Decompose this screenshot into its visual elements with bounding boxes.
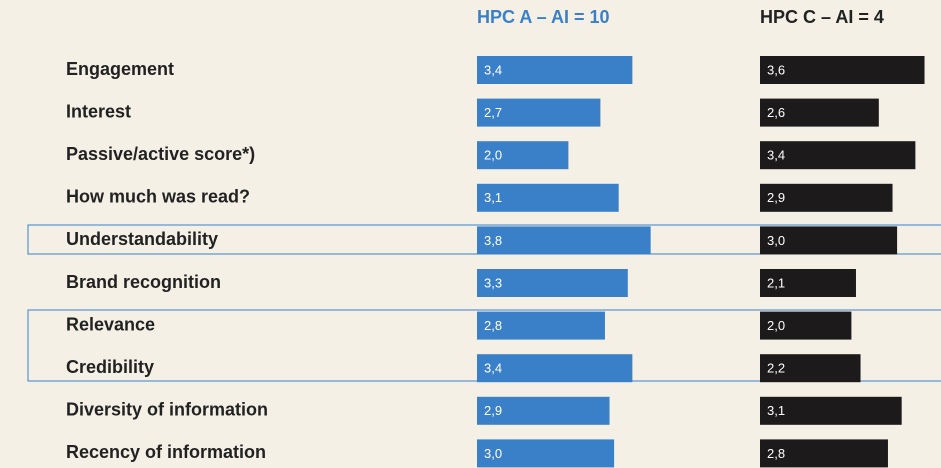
bar — [477, 439, 615, 468]
category-label: How much was read? — [66, 187, 250, 207]
bar — [760, 141, 916, 170]
bar — [760, 396, 902, 425]
value-label: 2,9 — [484, 403, 502, 418]
bar — [760, 56, 925, 84]
value-label: 3,4 — [484, 361, 502, 376]
bar — [760, 439, 888, 468]
value-label: 2,6 — [767, 105, 785, 120]
value-label: 2,7 — [484, 105, 502, 120]
value-label: 3,1 — [484, 190, 502, 205]
bar — [477, 56, 633, 84]
value-label: 2,0 — [767, 318, 785, 333]
category-label: Diversity of information — [66, 400, 268, 420]
bar — [760, 183, 893, 212]
bar — [760, 98, 879, 127]
bar — [760, 269, 856, 297]
value-label: 2,0 — [484, 148, 502, 163]
category-label: Relevance — [66, 314, 155, 334]
bar — [477, 311, 605, 340]
bar — [477, 269, 628, 297]
value-label: 3,0 — [767, 233, 785, 248]
bar — [477, 354, 633, 383]
bar — [477, 396, 610, 425]
value-label: 3,3 — [484, 275, 502, 290]
value-label: 3,4 — [484, 62, 502, 77]
category-label: Recency of information — [66, 442, 266, 462]
category-label: Passive/active score*) — [66, 144, 255, 164]
value-label: 2,8 — [767, 446, 785, 461]
bar — [760, 311, 852, 340]
category-label: Brand recognition — [66, 272, 221, 292]
category-label: Understandability — [66, 229, 218, 249]
category-label: Credibility — [66, 357, 154, 377]
series-header: HPC C – AI = 4 — [760, 7, 884, 27]
value-label: 2,1 — [767, 275, 785, 290]
value-label: 2,9 — [767, 190, 785, 205]
bar — [760, 226, 898, 255]
bar — [477, 226, 651, 255]
value-label: 3,8 — [484, 233, 502, 248]
bar — [760, 354, 861, 383]
series-header: HPC A – AI = 10 — [477, 7, 610, 27]
category-label: Engagement — [66, 59, 174, 79]
bar — [477, 141, 569, 170]
value-label: 3,0 — [484, 446, 502, 461]
value-label: 3,6 — [767, 62, 785, 77]
value-label: 3,4 — [767, 148, 785, 163]
bar — [477, 98, 601, 127]
value-label: 2,8 — [484, 318, 502, 333]
value-label: 2,2 — [767, 361, 785, 376]
value-label: 3,1 — [767, 403, 785, 418]
category-label: Interest — [66, 101, 131, 121]
bar — [477, 183, 619, 212]
